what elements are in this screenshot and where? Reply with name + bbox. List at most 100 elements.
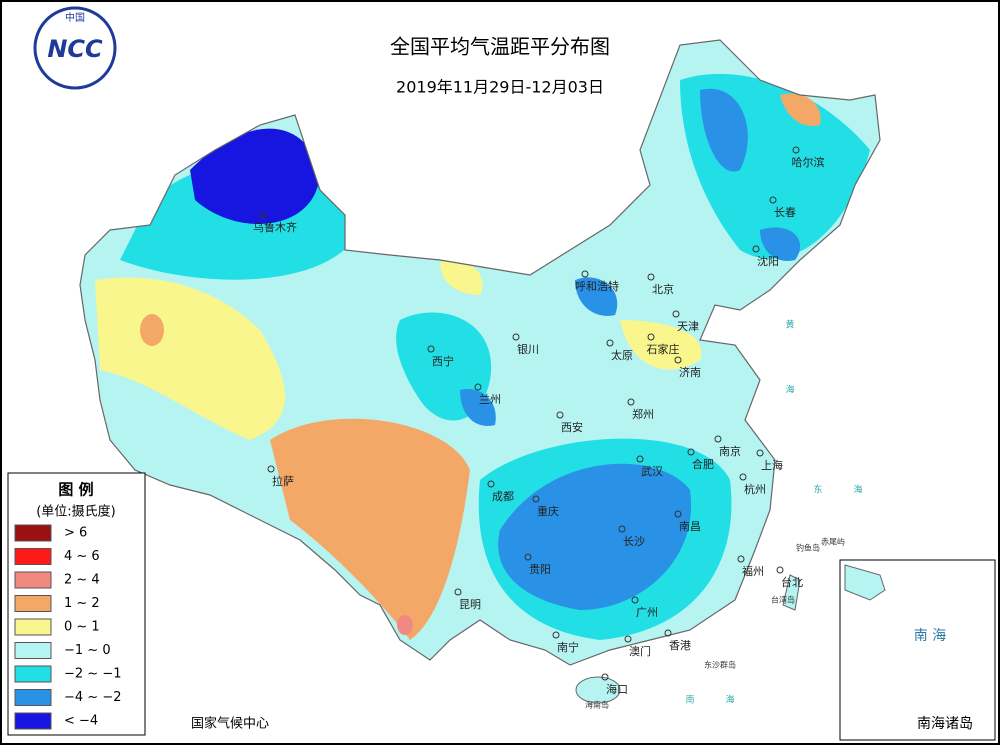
legend-label: 1 ~ 2 — [64, 596, 100, 611]
title: 全国平均气温距平分布图 — [390, 35, 610, 59]
city-label: 南宁 — [557, 640, 579, 654]
city-dot — [647, 273, 655, 281]
city-label: 北京 — [652, 282, 674, 296]
zone — [440, 260, 483, 295]
city-label: 西安 — [561, 420, 583, 434]
city-label: 长沙 — [623, 535, 645, 548]
legend-swatch — [14, 689, 52, 706]
sea-label: 南 — [685, 694, 694, 706]
city-label: 重庆 — [537, 504, 559, 518]
city-dot — [532, 495, 540, 503]
city-dot — [624, 635, 632, 643]
city-dot — [674, 356, 682, 364]
city-label: 福州 — [742, 564, 764, 578]
zone — [780, 93, 821, 126]
legend-unit: (单位:摄氏度) — [36, 504, 116, 520]
city-label: 武汉 — [641, 465, 663, 478]
city-label: 哈尔滨 — [792, 155, 825, 169]
city-dot — [769, 196, 777, 204]
legend-label: 2 ~ 4 — [64, 573, 100, 588]
city-label: 银川 — [517, 342, 539, 356]
legend-swatch — [14, 712, 52, 730]
legend-label: −1 ~ 0 — [64, 643, 111, 658]
city-dot — [776, 566, 784, 574]
zone — [620, 320, 702, 370]
city-dot — [756, 449, 764, 457]
legend-swatch — [14, 571, 52, 589]
legend-label: 4 ~ 6 — [64, 549, 100, 564]
city-dot — [664, 629, 672, 637]
city-label: 杭州 — [744, 482, 766, 496]
city-dot — [606, 339, 614, 347]
city-dot — [752, 245, 760, 253]
legend-swatch — [14, 548, 52, 565]
city-dot — [267, 465, 275, 473]
city-dot — [556, 411, 564, 419]
city-label: 广州 — [636, 606, 658, 619]
legend-swatch — [14, 642, 52, 659]
logo-top: 中国 — [65, 11, 85, 24]
city-dot — [739, 473, 747, 481]
city-label: 成都 — [492, 490, 514, 503]
legend-label: < −4 — [64, 714, 98, 729]
city-label: 长春 — [774, 206, 796, 219]
legend-label: 0 ~ 1 — [64, 620, 100, 635]
city-dot — [427, 345, 435, 353]
sea-label: 东 — [813, 484, 822, 496]
city-dot — [636, 455, 644, 463]
city-dot — [647, 333, 655, 341]
zone — [760, 227, 801, 261]
city-dot — [631, 596, 639, 604]
city-dot — [581, 270, 589, 278]
zone — [397, 615, 413, 635]
city-label: 南京 — [719, 444, 741, 458]
zone — [190, 128, 320, 224]
legend-swatch — [14, 665, 52, 683]
legend-swatch — [14, 595, 52, 612]
city-label: 沈阳 — [757, 254, 779, 268]
legend-swatch — [14, 618, 52, 636]
inset-coast — [844, 564, 886, 601]
sea-label: 海 — [785, 384, 794, 396]
city-dot — [672, 310, 680, 318]
city-label: 呼和浩特 — [575, 279, 619, 293]
legend-label: −4 ~ −2 — [64, 690, 121, 705]
city-dot — [601, 673, 609, 681]
city-dot — [512, 333, 520, 341]
place-label: 东沙群岛 — [704, 660, 736, 670]
sea-label: 黄 — [785, 319, 794, 331]
city-dot — [714, 435, 722, 443]
taiwan — [782, 574, 801, 611]
legend-label: −2 ~ −1 — [64, 667, 121, 682]
city-label: 石家庄 — [647, 342, 680, 356]
city-label: 台北 — [781, 575, 803, 589]
city-label: 昆明 — [459, 598, 481, 611]
city-label: 南昌 — [679, 520, 701, 533]
city-dot — [737, 555, 745, 563]
inset-title: 南海诸岛 — [917, 716, 973, 732]
city-dot — [674, 510, 682, 518]
city-dot — [687, 448, 695, 456]
city-label: 乌鲁木齐 — [253, 220, 297, 234]
inset-sea: 南 海 — [914, 628, 946, 644]
city-label: 西宁 — [432, 354, 454, 368]
city-label: 合肥 — [692, 457, 714, 471]
city-dot — [792, 146, 800, 154]
sea-label: 海 — [853, 484, 862, 496]
zone — [575, 277, 618, 316]
hainan — [575, 676, 621, 704]
legend-label: > 6 — [64, 526, 87, 541]
city-label: 郑州 — [632, 407, 654, 421]
sea-label: 海 — [725, 694, 734, 706]
city-label: 海口 — [606, 682, 628, 696]
zone — [460, 389, 496, 426]
city-label: 兰州 — [479, 393, 501, 406]
city-label: 天津 — [677, 320, 699, 333]
city-label: 澳门 — [629, 644, 651, 658]
city-dot — [259, 211, 267, 219]
city-dot — [618, 525, 626, 533]
city-label: 香港 — [669, 639, 691, 652]
footer: 国家气候中心 — [191, 716, 269, 732]
city-dot — [474, 383, 482, 391]
city-label: 上海 — [761, 458, 783, 472]
